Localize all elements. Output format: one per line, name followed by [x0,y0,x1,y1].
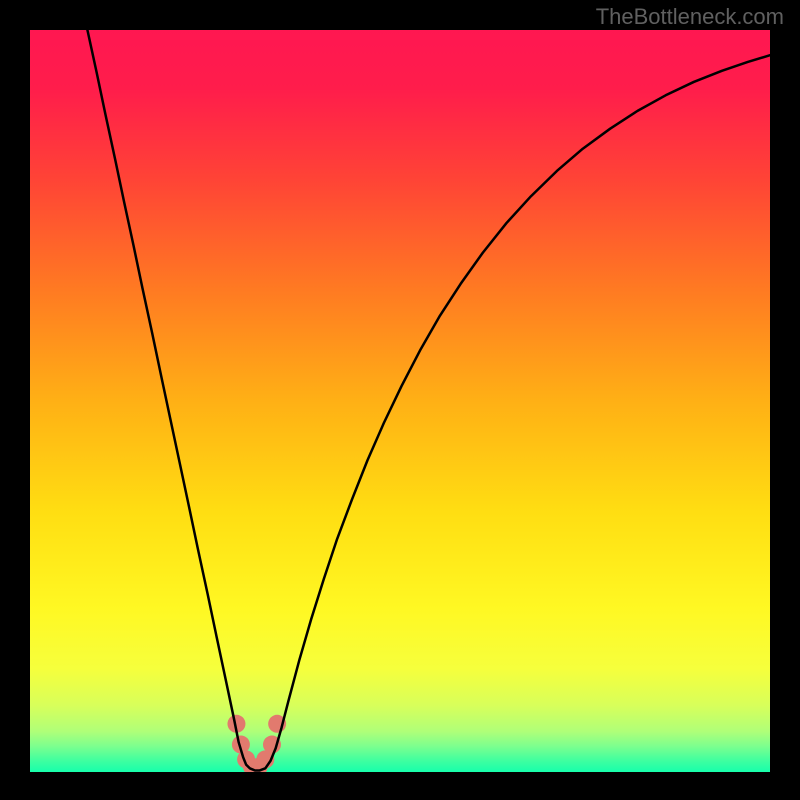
gradient-background [30,30,770,772]
chart-svg [30,30,770,772]
watermark-text: TheBottleneck.com [596,4,784,30]
plot-area [30,30,770,772]
